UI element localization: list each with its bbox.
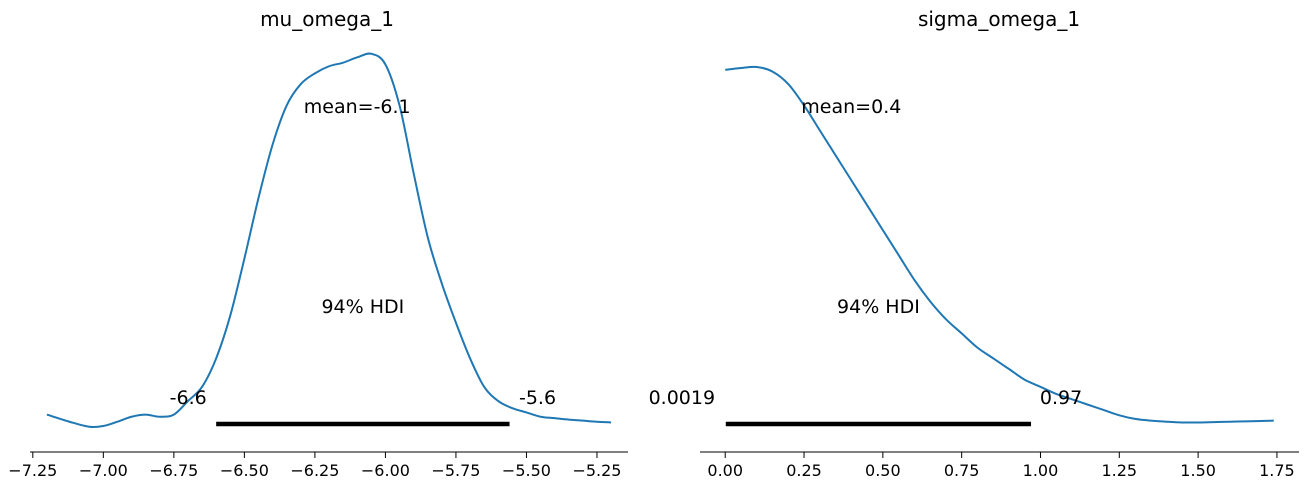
panel-mu-omega-1: mu_omega_1 −7.25 −7.00 −6.75 −6.50 −6.25 −6.0… (8, 7, 628, 480)
x-tick-label: −5.75 (431, 461, 480, 480)
density-curve (46, 52, 612, 429)
hdi-high-label: 0.97 (1040, 387, 1082, 409)
x-axis-ticks: −7.25 −7.00 −6.75 −6.50 −6.25 −6.00 −5.75 −5.50… (8, 452, 621, 480)
hdi-label: 94% HDI (837, 296, 920, 318)
x-tick-label: 0.50 (865, 461, 901, 480)
x-tick-label: −5.25 (572, 461, 621, 480)
x-tick-label: −6.50 (220, 461, 269, 480)
x-tick-label: 0.75 (944, 461, 980, 480)
x-tick-label: −6.75 (149, 461, 198, 480)
x-tick-label: 1.25 (1101, 461, 1137, 480)
x-tick-label: 1.00 (1023, 461, 1059, 480)
x-tick-label: 0.00 (707, 461, 743, 480)
x-axis-ticks: 0.00 0.25 0.50 0.75 1.00 1.25 1.50 1.75 (707, 452, 1295, 480)
x-tick-label: −7.00 (79, 461, 128, 480)
hdi-high-label: -5.6 (519, 387, 556, 409)
hdi-label: 94% HDI (321, 296, 404, 318)
hdi-low-label: -6.6 (170, 387, 207, 409)
x-tick-label: 0.25 (786, 461, 822, 480)
x-tick-label: −7.25 (8, 461, 57, 480)
chart-title: sigma_omega_1 (918, 7, 1080, 31)
mean-label: mean=0.4 (801, 96, 901, 118)
chart-title: mu_omega_1 (260, 7, 394, 31)
x-tick-label: 1.50 (1180, 461, 1216, 480)
x-tick-label: −6.00 (361, 461, 410, 480)
density-curve (725, 65, 1274, 424)
hdi-low-label: 0.0019 (649, 387, 715, 409)
mean-label: mean=-6.1 (304, 96, 411, 118)
x-tick-label: 1.75 (1259, 461, 1295, 480)
panel-sigma-omega-1: sigma_omega_1 0.00 0.25 0.50 0.75 1.00 1.25 1.… (649, 7, 1299, 480)
x-tick-label: −6.25 (290, 461, 339, 480)
x-tick-label: −5.50 (502, 461, 551, 480)
